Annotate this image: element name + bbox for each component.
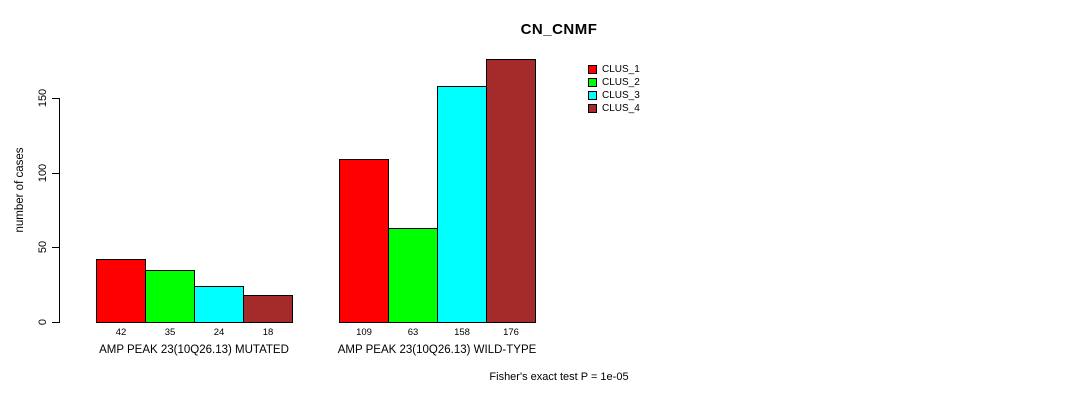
- bar-clus_4-group2: [486, 59, 536, 323]
- y-axis-label: number of cases: [14, 147, 26, 233]
- bar-clus_3-group2: [437, 86, 487, 323]
- y-tick-label: 100: [37, 163, 49, 182]
- y-axis-line: [59, 98, 60, 323]
- legend-swatch-clus_4: [588, 104, 597, 113]
- legend-label: CLUS_2: [602, 77, 640, 88]
- y-tick-label: 150: [37, 88, 49, 108]
- bar-value-label: 18: [262, 327, 274, 338]
- y-tick-label: 0: [37, 318, 49, 326]
- chart-title: CN_CNMF: [520, 21, 598, 38]
- bar-value-label: 24: [213, 327, 225, 338]
- y-tick-label: 50: [37, 241, 49, 254]
- legend-swatch-clus_1: [588, 65, 597, 74]
- legend-swatch-clus_2: [588, 78, 597, 87]
- bar-clus_4-group1: [243, 295, 293, 323]
- bar-clus_2-group1: [145, 269, 195, 323]
- legend-row-clus_1: CLUS_1: [588, 63, 640, 76]
- legend-row-clus_3: CLUS_3: [588, 89, 640, 102]
- bar-value-label: 42: [115, 327, 127, 338]
- group-label-mutated: AMP PEAK 23(10Q26.13) MUTATED: [99, 344, 289, 356]
- legend-row-clus_4: CLUS_4: [588, 102, 640, 115]
- bar-clus_3-group1: [194, 286, 244, 323]
- group-label-wild-type: AMP PEAK 23(10Q26.13) WILD-TYPE: [337, 344, 537, 356]
- legend-label: CLUS_4: [602, 103, 640, 114]
- y-tick-mark: [52, 322, 59, 323]
- y-tick-mark: [52, 247, 59, 249]
- bar-clus_1-group1: [96, 259, 146, 323]
- bar-value-label: 176: [503, 327, 519, 338]
- y-tick-mark: [52, 172, 59, 174]
- bar-value-label: 35: [164, 327, 176, 338]
- bar-value-label: 109: [356, 327, 372, 338]
- bar-value-label: 63: [407, 327, 419, 338]
- legend-label: CLUS_1: [602, 64, 640, 75]
- legend-row-clus_2: CLUS_2: [588, 76, 640, 89]
- bar-clus_1-group2: [339, 159, 389, 323]
- legend: CLUS_1 CLUS_2 CLUS_3 CLUS_4: [588, 63, 640, 115]
- legend-swatch-clus_3: [588, 91, 597, 100]
- bar-clus_2-group2: [388, 227, 438, 323]
- legend-label: CLUS_3: [602, 90, 640, 101]
- y-tick-mark: [52, 98, 59, 99]
- bar-value-label: 158: [454, 327, 470, 338]
- footnote-fishers-test: Fisher's exact test P = 1e-05: [489, 371, 629, 383]
